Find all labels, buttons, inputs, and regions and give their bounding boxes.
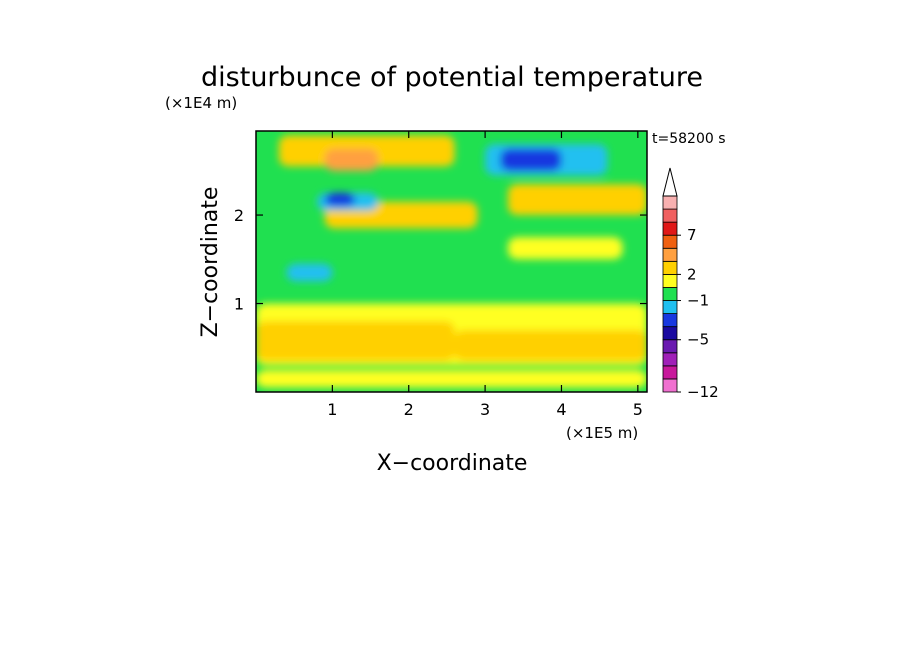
x-unit-label: (×1E5 m) bbox=[566, 424, 638, 442]
colorbar-label: −12 bbox=[687, 383, 719, 401]
y-axis-ticks: 12 bbox=[234, 206, 647, 314]
colorbar-swatch bbox=[662, 313, 678, 328]
plot-frame bbox=[255, 130, 648, 393]
plot-area bbox=[255, 130, 648, 393]
colorbar: −12−5−127 bbox=[662, 167, 719, 401]
colorbar-swatch bbox=[662, 365, 678, 380]
colorbar-swatch bbox=[662, 378, 678, 393]
colorbar-swatch bbox=[662, 287, 678, 301]
x-tick-label: 5 bbox=[633, 400, 643, 419]
contour-region bbox=[324, 148, 379, 171]
y-axis-label: Z−coordinate bbox=[198, 187, 223, 338]
colorbar-swatch bbox=[662, 221, 678, 236]
contour-region bbox=[324, 192, 356, 207]
colorbar-label: 7 bbox=[687, 226, 697, 244]
colorbar-swatch bbox=[662, 208, 678, 223]
colorbar-swatch bbox=[662, 339, 678, 354]
colorbar-swatch bbox=[662, 300, 678, 314]
x-tick-label: 4 bbox=[556, 400, 566, 419]
contour-region bbox=[286, 263, 333, 282]
time-label: t=58200 s bbox=[652, 131, 726, 147]
colorbar-label: −1 bbox=[687, 292, 709, 310]
contour-region bbox=[500, 148, 562, 171]
colorbar-swatch bbox=[662, 234, 678, 249]
y-unit-label: (×1E4 m) bbox=[165, 94, 237, 112]
contour-region bbox=[256, 369, 647, 388]
y-tick-label: 2 bbox=[234, 206, 244, 225]
colorbar-swatch bbox=[662, 260, 678, 275]
colorbar-swatch bbox=[662, 247, 678, 262]
x-axis-label: X−coordinate bbox=[377, 451, 528, 476]
colorbar-label: 2 bbox=[687, 265, 697, 283]
colorbar-swatch bbox=[662, 326, 678, 341]
contour-region bbox=[454, 330, 647, 362]
colorbar-extend-arrow bbox=[662, 167, 678, 197]
colorbar-label: −5 bbox=[687, 331, 709, 349]
contour-region bbox=[256, 321, 455, 362]
y-tick-label: 1 bbox=[234, 295, 244, 314]
x-tick-label: 1 bbox=[327, 400, 337, 419]
chart-title: disturbunce of potential temperature bbox=[201, 62, 703, 93]
contour-region bbox=[508, 237, 623, 260]
x-tick-label: 2 bbox=[404, 400, 414, 419]
colorbar-swatch bbox=[662, 273, 678, 288]
contour-region bbox=[508, 184, 647, 216]
colorbar-swatch bbox=[662, 195, 678, 210]
colorbar-swatch bbox=[662, 352, 678, 367]
x-tick-label: 3 bbox=[480, 400, 490, 419]
x-axis-ticks: 1 2 3 4 5 bbox=[327, 131, 643, 419]
contour-field bbox=[256, 135, 647, 388]
